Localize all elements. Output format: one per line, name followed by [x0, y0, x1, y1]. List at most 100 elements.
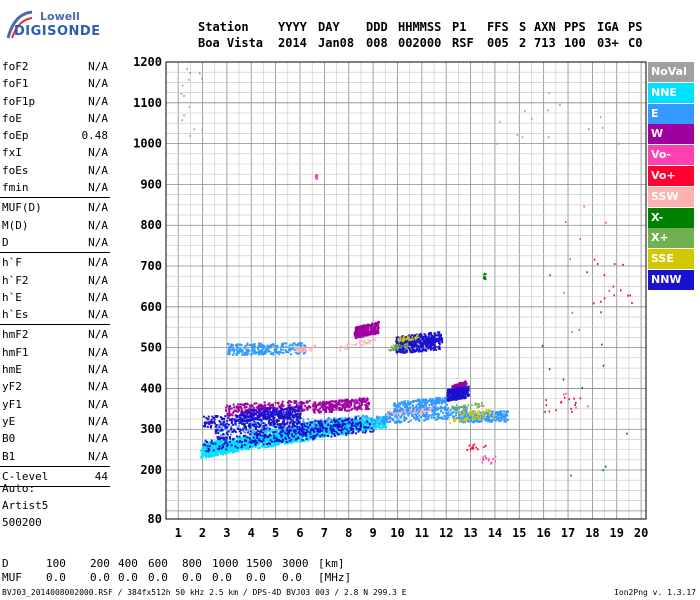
data-point: [366, 330, 369, 333]
data-point: [447, 416, 450, 419]
data-point: [285, 342, 288, 345]
data-point: [321, 432, 324, 435]
data-point: [231, 447, 234, 450]
data-point: [287, 351, 290, 354]
data-point: [203, 450, 206, 453]
data-point: [214, 440, 217, 443]
data-point: [486, 414, 489, 417]
data-point: [226, 414, 229, 417]
data-point: [438, 396, 441, 399]
data-point: [335, 419, 338, 422]
data-point: [219, 421, 222, 424]
data-point: [423, 409, 426, 412]
data-point: [204, 453, 207, 456]
data-point: [366, 418, 369, 421]
param-name: MUF(D): [2, 201, 42, 215]
data-point: [243, 424, 246, 427]
data-point: [259, 342, 262, 345]
data-point: [210, 455, 213, 458]
data-point: [338, 399, 341, 402]
data-point: [412, 407, 415, 410]
data-point: [253, 343, 256, 346]
param-row: C-level 44: [0, 468, 112, 485]
data-point: [462, 417, 465, 420]
data-point: [235, 449, 238, 452]
data-point: [312, 437, 315, 440]
data-point: [298, 427, 301, 430]
data-point: [251, 424, 254, 427]
data-point: [328, 432, 331, 435]
data-point: [238, 414, 241, 417]
data-point: [346, 418, 349, 421]
data-point: [270, 444, 273, 447]
param-value: N/A: [88, 256, 108, 270]
data-point: [335, 400, 338, 403]
data-point: [214, 429, 217, 432]
data-point: [225, 431, 228, 434]
data-point: [368, 324, 371, 327]
param-row: fmin N/A: [0, 179, 112, 196]
header-col-value: RSF: [452, 36, 474, 50]
data-point: [451, 384, 454, 387]
data-point: [255, 433, 258, 436]
data-point: [257, 421, 260, 424]
data-point: [355, 402, 358, 405]
data-point: [360, 429, 363, 432]
data-point: [298, 440, 301, 443]
data-point: [236, 347, 239, 350]
data-point: [489, 419, 492, 422]
data-point: [241, 444, 244, 447]
data-point: [364, 426, 367, 429]
data-point: [318, 432, 321, 435]
header-col-value: 713: [534, 36, 556, 50]
data-point: [321, 404, 324, 407]
data-point: [249, 443, 252, 446]
data-point: [460, 420, 463, 423]
data-point: [233, 406, 236, 409]
data-point: [314, 431, 317, 434]
header-col-label: S: [519, 20, 527, 34]
data-point: [208, 423, 211, 426]
data-point: [363, 420, 366, 423]
data-point: [237, 443, 240, 446]
data-point: [254, 444, 257, 447]
data-point: [208, 441, 211, 444]
data-point: [312, 405, 315, 408]
data-point: [213, 416, 216, 419]
param-value: N/A: [88, 345, 108, 359]
data-point: [220, 426, 223, 429]
data-point: [494, 419, 497, 422]
data-point: [280, 344, 283, 347]
data-point: [228, 406, 231, 409]
data-point: [294, 344, 297, 347]
data-point: [261, 426, 264, 429]
data-point: [217, 443, 220, 446]
data-point: [249, 406, 252, 409]
data-point: [465, 412, 468, 415]
data-point: [411, 410, 414, 413]
data-point: [205, 440, 208, 443]
data-point: [283, 424, 286, 427]
data-point: [366, 328, 369, 331]
param-name: foF1: [2, 77, 29, 91]
data-point: [210, 447, 213, 450]
auto-code: 500200: [2, 516, 42, 529]
data-point: [245, 348, 248, 351]
data-point: [392, 418, 395, 421]
data-point: [310, 427, 313, 430]
data-point: [270, 421, 273, 424]
data-point: [237, 438, 240, 441]
data-point: [306, 428, 309, 431]
data-point: [306, 439, 309, 442]
data-point: [282, 430, 285, 433]
data-point: [313, 401, 316, 404]
data-point: [419, 401, 422, 404]
data-point: [294, 438, 297, 441]
data-point: [443, 408, 446, 411]
data-point: [220, 452, 223, 455]
data-point: [352, 431, 355, 434]
data-point: [384, 421, 387, 424]
data-point: [257, 411, 260, 414]
data-point: [301, 409, 304, 412]
data-point: [383, 423, 386, 426]
